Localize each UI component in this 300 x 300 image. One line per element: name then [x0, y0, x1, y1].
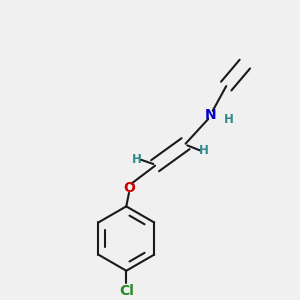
Text: O: O	[124, 181, 136, 195]
Text: H: H	[131, 153, 141, 166]
Text: N: N	[205, 108, 217, 122]
Text: H: H	[224, 113, 233, 127]
Text: H: H	[199, 144, 209, 157]
Text: Cl: Cl	[119, 284, 134, 298]
